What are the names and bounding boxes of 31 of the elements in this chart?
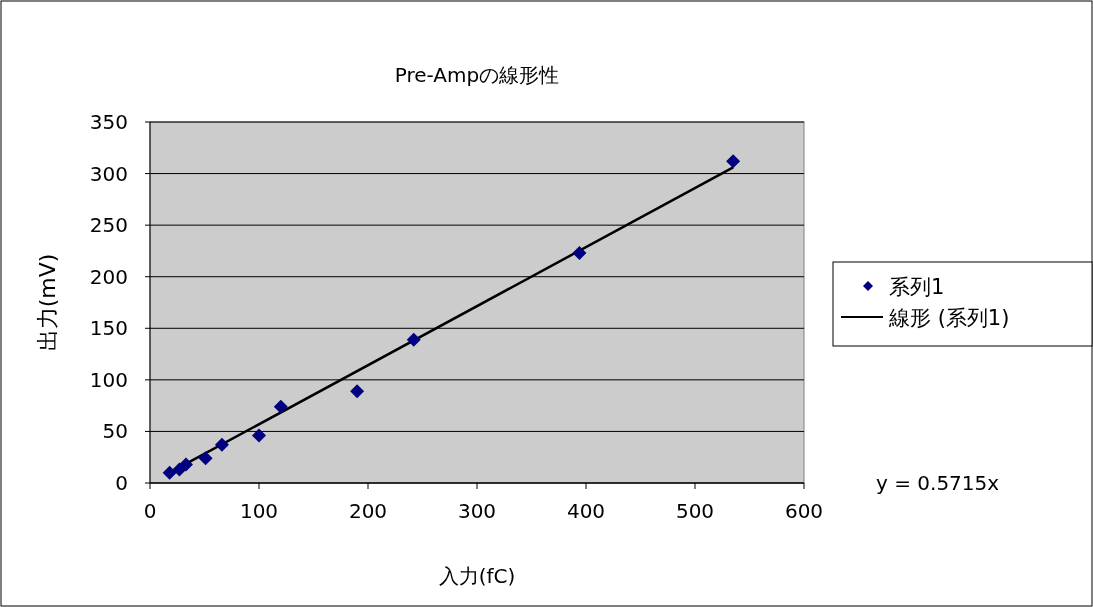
x-tick-label: 600 — [784, 499, 824, 523]
legend-label: 系列1 — [889, 275, 945, 299]
y-tick-label: 350 — [89, 110, 128, 134]
x-tick-label: 200 — [348, 499, 388, 523]
y-axis-title: 出力(mV) — [35, 253, 60, 352]
x-tick-label: 500 — [675, 499, 715, 523]
x-tick-label: 300 — [457, 499, 497, 523]
x-tick-label: 100 — [239, 499, 279, 523]
y-tick-label: 200 — [89, 264, 128, 289]
point — [273, 399, 288, 414]
y-tick-label: 300 — [89, 161, 128, 186]
point — [406, 332, 421, 347]
y-tick-label: 0 — [115, 471, 128, 495]
point — [162, 465, 177, 480]
point — [214, 437, 229, 452]
y-tick-label: 250 — [89, 213, 128, 238]
point — [178, 457, 193, 472]
x-tick-label: 400 — [566, 499, 606, 523]
point — [252, 428, 266, 443]
chart-title: Pre-Ampの線形性 — [394, 63, 560, 87]
text: y = 0.5715x — [876, 471, 1000, 495]
y-tick-label: 100 — [89, 367, 128, 392]
legend-label: 線形 (系列1) — [888, 306, 1010, 330]
point — [572, 245, 587, 260]
point — [726, 154, 741, 169]
point — [198, 451, 213, 466]
point — [350, 384, 365, 399]
y-tick-label: 50 — [102, 419, 128, 444]
y-tick-label: 150 — [89, 316, 128, 341]
x-tick-label: 0 — [143, 499, 157, 523]
x-axis-title: 入力(fC) — [438, 564, 516, 588]
